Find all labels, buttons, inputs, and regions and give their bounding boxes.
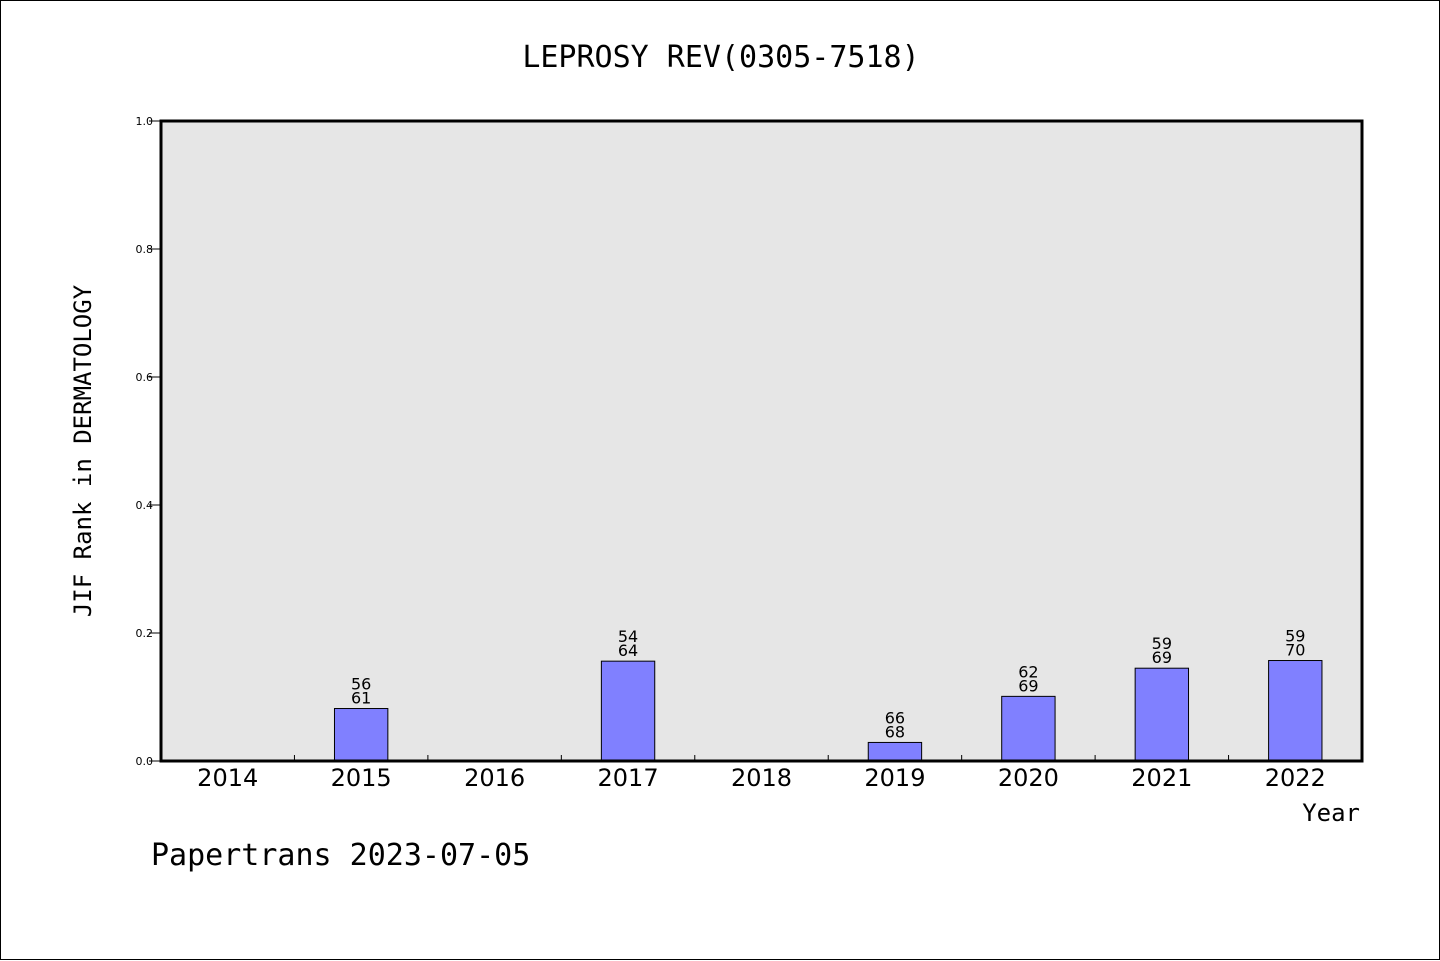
- watermark-text: Papertrans 2023-07-05: [151, 838, 530, 873]
- bar-2017: [600, 660, 656, 762]
- bar-rank-label: 56: [351, 675, 371, 694]
- y-tick-label: 1.0: [136, 115, 154, 128]
- y-tick-label: 0.8: [136, 243, 154, 256]
- y-axis-label: JIF Rank in DERMATOLOGY: [69, 284, 97, 617]
- bar-2021: [1134, 667, 1190, 762]
- bar-rank-label: 59: [1152, 634, 1172, 653]
- bar-2020: [1001, 695, 1056, 762]
- y-tick-label: 0.6: [136, 371, 154, 384]
- bar-2019: [867, 741, 923, 762]
- x-tick-label: 2015: [331, 764, 392, 792]
- bar-total-label: 70: [1285, 641, 1305, 660]
- bar-total-label: 69: [1152, 648, 1172, 667]
- bar-total-label: 64: [618, 641, 638, 660]
- x-tick-label: 2019: [864, 764, 925, 792]
- y-tick-label: 0.0: [136, 755, 154, 768]
- bar-total-label: 68: [885, 722, 905, 741]
- x-tick-label: 2014: [197, 764, 258, 792]
- bar-2015: [333, 708, 389, 762]
- x-tick-label: 2018: [731, 764, 792, 792]
- plot-border: [159, 119, 1364, 763]
- x-axis-label: Year: [1302, 799, 1360, 827]
- y-tick-label: 0.4: [136, 499, 154, 512]
- bar-total-label: 61: [351, 689, 371, 708]
- bar-rank-label: 54: [618, 627, 638, 646]
- bar-total-label: 69: [1018, 676, 1038, 695]
- x-tick-label: 2017: [598, 764, 659, 792]
- plot-area: [161, 121, 1362, 761]
- bar-rank-label: 66: [885, 708, 905, 727]
- bar-rank-label: 59: [1285, 627, 1305, 646]
- y-tick-label: 0.2: [136, 627, 154, 640]
- bar-2022: [1268, 660, 1323, 762]
- x-tick-label: 2021: [1131, 764, 1192, 792]
- x-tick-label: 2022: [1265, 764, 1326, 792]
- bar-rank-label: 62: [1018, 662, 1038, 681]
- x-tick-label: 2020: [998, 764, 1059, 792]
- chart-title: LEPROSY REV(0305-7518): [522, 40, 919, 75]
- x-tick-label: 2016: [464, 764, 525, 792]
